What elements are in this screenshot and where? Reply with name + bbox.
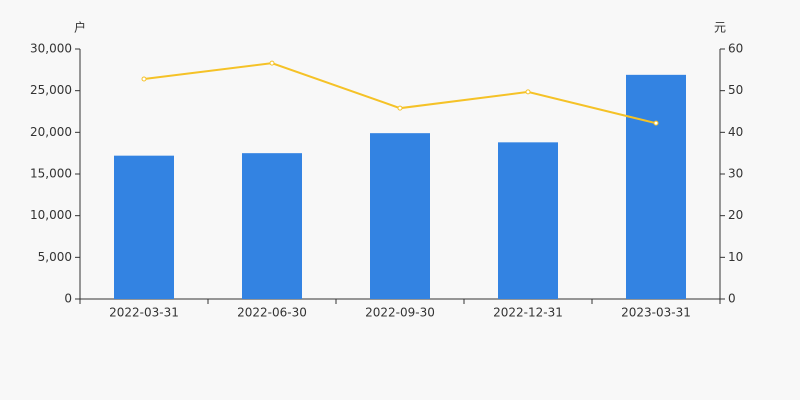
x-tick-label: 2022-09-30 [365, 306, 435, 320]
bar [242, 153, 302, 299]
x-tick-label: 2023-03-31 [621, 306, 691, 320]
y-tick-label: 0 [64, 292, 72, 306]
bar [114, 155, 174, 299]
line-point [397, 105, 403, 111]
y2-tick-label: 10 [728, 250, 743, 264]
y-axis-label: 户 [74, 20, 86, 35]
x-tick-label: 2022-03-31 [109, 306, 179, 320]
y2-axis-label: 元 [714, 21, 726, 35]
y2-tick-label: 30 [728, 167, 743, 181]
line-point [653, 120, 659, 126]
y2-tick-label: 0 [728, 292, 736, 306]
line-point [141, 76, 147, 82]
y2-tick-label: 20 [728, 208, 743, 222]
y-tick-label: 10,000 [30, 208, 72, 222]
line-point [269, 60, 275, 66]
y-tick-label: 15,000 [30, 167, 72, 181]
x-tick-label: 2022-06-30 [237, 306, 307, 320]
y2-tick-label: 50 [728, 83, 743, 97]
line-point [525, 89, 531, 95]
bar [626, 74, 686, 299]
y2-tick-label: 40 [728, 125, 743, 139]
y-tick-label: 25,000 [30, 83, 72, 97]
y-tick-label: 30,000 [30, 42, 72, 56]
y-tick-label: 20,000 [30, 125, 72, 139]
y2-tick-label: 60 [728, 42, 743, 56]
y-tick-label: 5,000 [38, 250, 72, 264]
x-tick-label: 2022-12-31 [493, 306, 563, 320]
bar [498, 142, 558, 299]
bar [370, 133, 430, 299]
